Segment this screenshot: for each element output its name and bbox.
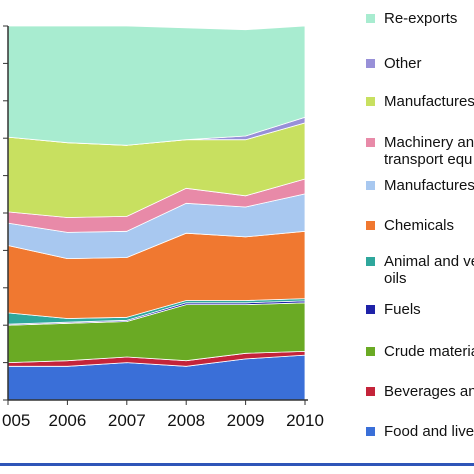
x-tick-label-4: 2009: [227, 411, 265, 430]
legend-item-6-manufactures: Manufactures: [366, 177, 474, 194]
legend-label: Crude materia: [384, 343, 474, 360]
legend-swatch: [366, 387, 375, 396]
legend-swatch: [366, 305, 375, 314]
legend-item-10-re-exports: Re-exports: [366, 10, 457, 27]
legend-label: Chemicals: [384, 217, 454, 234]
legend-label: Animal and ve oils: [384, 253, 474, 287]
legend-swatch: [366, 257, 375, 266]
legend-label: Re-exports: [384, 10, 457, 27]
legend-label: Machinery and transport equ: [384, 134, 474, 168]
area-series-group: [7, 25, 306, 401]
legend-item-9-other: Other: [366, 55, 422, 72]
area-series-10-re-exports: [7, 25, 306, 146]
legend-swatch: [366, 181, 375, 190]
legend-item-7-machinery-and-transport-equ: Machinery and transport equ: [366, 134, 474, 168]
legend-item-2-crude-materia: Crude materia: [366, 343, 474, 360]
legend-item-1-beverages-and: Beverages and: [366, 383, 474, 400]
legend-item-4-animal-and-ve-oils: Animal and ve oils: [366, 253, 474, 287]
legend-label: Food and live: [384, 423, 474, 440]
legend-swatch: [366, 427, 375, 436]
legend-item-8-manufactures: Manufactures: [366, 93, 474, 110]
x-tick-label-1: 2006: [48, 411, 86, 430]
legend-swatch: [366, 97, 375, 106]
x-tick-label-3: 2008: [167, 411, 205, 430]
legend-swatch: [366, 221, 375, 230]
legend-item-5-chemicals: Chemicals: [366, 217, 454, 234]
x-axis-ticks: 005 2006 2007 2008 2009 2010: [2, 400, 324, 430]
legend-label: Beverages and: [384, 383, 474, 400]
x-tick-label-0: 005: [2, 411, 30, 430]
x-tick-label-2: 2007: [108, 411, 146, 430]
bottom-rule: [0, 463, 474, 466]
chart-legend: Re-exports Other Manufactures Machinery and…: [366, 10, 474, 440]
chart-axes: [3, 25, 308, 401]
legend-label: Manufactures: [384, 177, 474, 194]
legend-label: Other: [384, 55, 422, 72]
legend-item-0-food-and-live: Food and live: [366, 423, 474, 440]
legend-swatch: [366, 138, 375, 147]
legend-swatch: [366, 347, 375, 356]
legend-swatch: [366, 14, 375, 23]
legend-label: Fuels: [384, 301, 421, 318]
legend-swatch: [366, 59, 375, 68]
legend-item-3-fuels: Fuels: [366, 301, 421, 318]
x-tick-label-5: 2010: [286, 411, 324, 430]
legend-label: Manufactures: [384, 93, 474, 110]
